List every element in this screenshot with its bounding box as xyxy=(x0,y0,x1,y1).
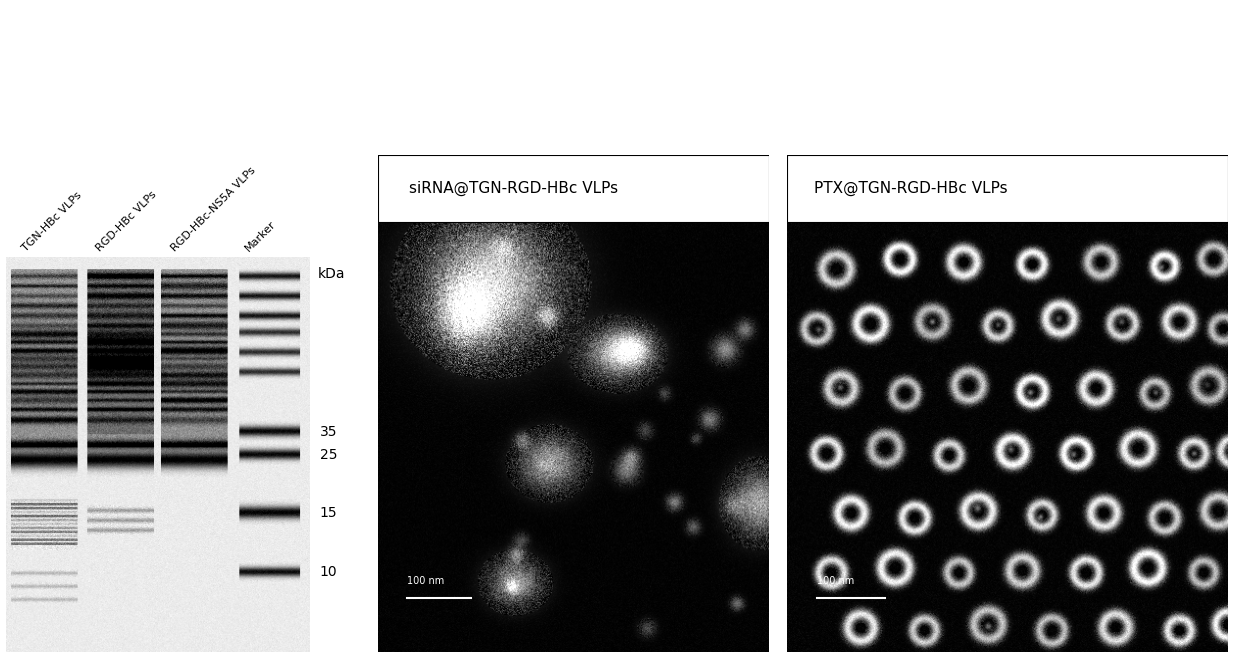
Text: 100 nm: 100 nm xyxy=(408,576,445,586)
Text: 10: 10 xyxy=(320,565,337,579)
Bar xyxy=(378,155,769,222)
Text: siRNA@TGN-RGD-HBc VLPs: siRNA@TGN-RGD-HBc VLPs xyxy=(409,181,619,196)
Text: Marker: Marker xyxy=(243,219,278,254)
Text: TGN-HBc VLPs: TGN-HBc VLPs xyxy=(20,190,83,254)
Bar xyxy=(787,155,1228,222)
Text: kDa: kDa xyxy=(317,267,345,281)
Text: 35: 35 xyxy=(320,424,337,439)
Text: 25: 25 xyxy=(320,447,337,462)
Text: PTX@TGN-RGD-HBc VLPs: PTX@TGN-RGD-HBc VLPs xyxy=(813,181,1007,196)
Text: 15: 15 xyxy=(320,505,337,520)
Text: 100 nm: 100 nm xyxy=(817,576,854,586)
Text: RGD-HBc-NS5A VLPs: RGD-HBc-NS5A VLPs xyxy=(169,165,257,254)
Text: RGD-HBc VLPs: RGD-HBc VLPs xyxy=(94,190,159,254)
